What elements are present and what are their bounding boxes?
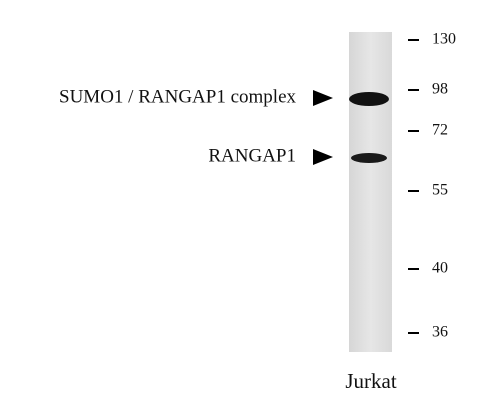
marker-label: 98 [432,81,448,98]
lane-label: Jurkat [345,369,396,393]
marker-label: 55 [432,182,448,199]
marker-label: 72 [432,122,448,139]
band-label: RANGAP1 [208,145,296,166]
lane [349,32,392,352]
marker-label: 40 [432,260,448,277]
marker-label: 36 [432,324,448,341]
band [349,92,389,106]
band-label: SUMO1 / RANGAP1 complex [59,86,296,107]
arrow [313,90,333,106]
markers: 130 98 72 55 40 36 [408,31,456,341]
band [351,153,387,163]
marker-label: 130 [432,31,456,48]
arrow [313,149,333,165]
